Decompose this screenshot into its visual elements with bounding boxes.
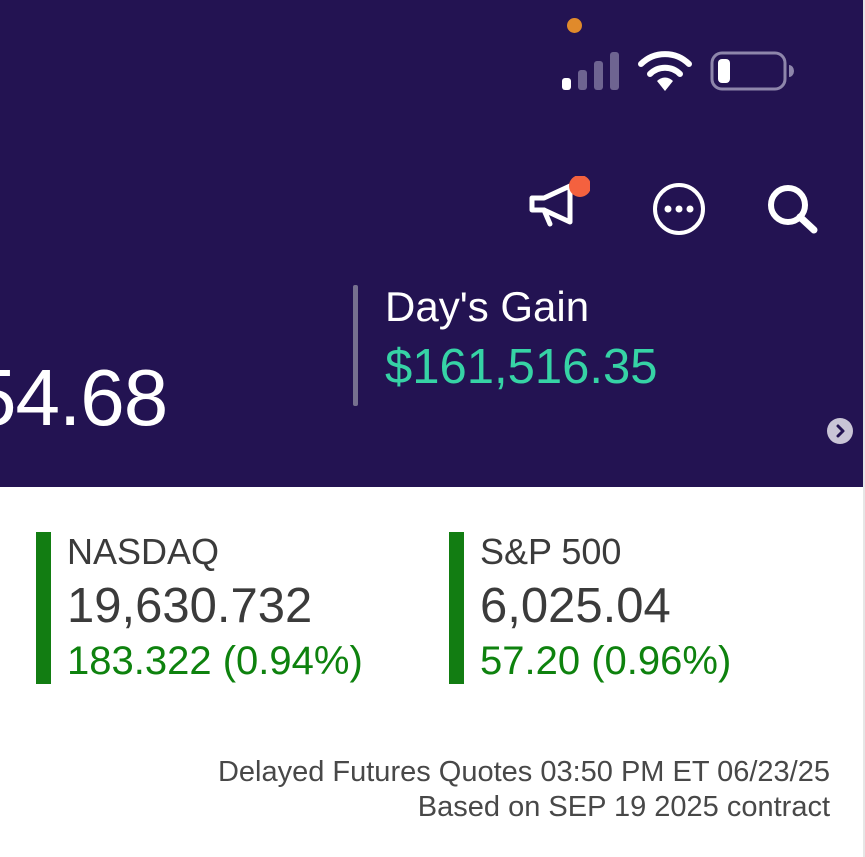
contract-note: Based on SEP 19 2025 contract (417, 791, 830, 823)
index-card-sp500[interactable]: S&P 500 6,025.04 57.20 (0.96%) (449, 530, 839, 685)
portfolio-header: 54.68 Day's Gain $161,516.35 (0, 0, 865, 487)
search-icon (768, 185, 818, 234)
index-value: 6,025.04 (480, 579, 671, 633)
index-trend-bar (449, 532, 464, 684)
index-name: S&P 500 (480, 531, 622, 572)
more-options-button[interactable] (652, 182, 706, 236)
account-balance-value: 54.68 (0, 353, 168, 442)
index-name: NASDAQ (67, 531, 220, 572)
carousel-next-button[interactable] (827, 418, 853, 444)
megaphone-icon (529, 175, 591, 227)
battery-low-icon (710, 51, 794, 91)
cellular-signal-icon (562, 52, 619, 90)
camera-indicator-dot (567, 18, 582, 33)
days-gain-label: Day's Gain (385, 283, 590, 330)
index-value: 19,630.732 (67, 579, 313, 633)
screen-edge (863, 0, 865, 857)
more-dots-circle-icon (653, 183, 705, 235)
search-button[interactable] (764, 183, 820, 235)
days-gain-value: $161,516.35 (385, 340, 658, 394)
notification-badge (569, 175, 591, 197)
announcements-button[interactable] (522, 175, 591, 236)
index-card-nasdaq[interactable]: NASDAQ 19,630.732 183.322 (0.94%) (36, 530, 426, 685)
index-trend-bar (36, 532, 51, 684)
index-change: 57.20 (0.96%) (480, 639, 732, 683)
summary-divider (353, 285, 358, 406)
quotes-delay-note: Delayed Futures Quotes 03:50 PM ET 06/23… (217, 756, 830, 788)
wifi-icon (638, 51, 692, 91)
index-change: 183.322 (0.94%) (67, 639, 363, 683)
chevron-right-icon (836, 424, 845, 438)
